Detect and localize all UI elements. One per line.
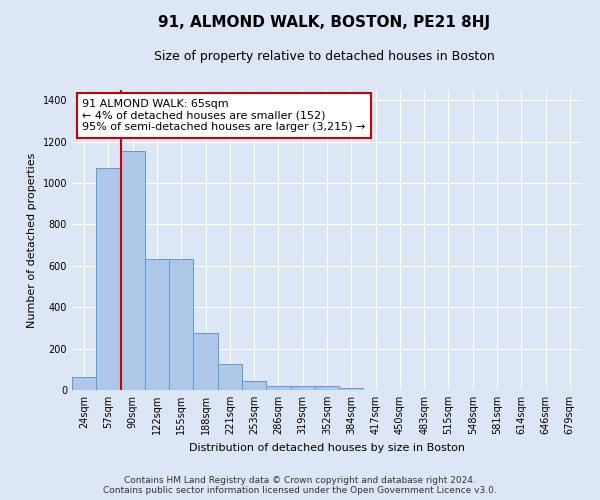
Bar xyxy=(290,386,315,390)
Bar xyxy=(266,386,290,390)
Text: 91 ALMOND WALK: 65sqm
← 4% of detached houses are smaller (152)
95% of semi-deta: 91 ALMOND WALK: 65sqm ← 4% of detached h… xyxy=(82,99,365,132)
Y-axis label: Number of detached properties: Number of detached properties xyxy=(27,152,37,328)
Bar xyxy=(72,376,96,390)
Bar xyxy=(339,388,364,390)
Text: Size of property relative to detached houses in Boston: Size of property relative to detached ho… xyxy=(154,50,494,63)
Bar xyxy=(315,386,339,390)
X-axis label: Distribution of detached houses by size in Boston: Distribution of detached houses by size … xyxy=(189,442,465,452)
Bar xyxy=(145,258,169,390)
Bar xyxy=(242,380,266,390)
Text: 91, ALMOND WALK, BOSTON, PE21 8HJ: 91, ALMOND WALK, BOSTON, PE21 8HJ xyxy=(158,15,490,30)
Bar xyxy=(193,333,218,390)
Text: Contains HM Land Registry data © Crown copyright and database right 2024.
Contai: Contains HM Land Registry data © Crown c… xyxy=(103,476,497,495)
Bar xyxy=(121,151,145,390)
Bar xyxy=(96,168,121,390)
Bar xyxy=(169,258,193,390)
Bar xyxy=(218,364,242,390)
